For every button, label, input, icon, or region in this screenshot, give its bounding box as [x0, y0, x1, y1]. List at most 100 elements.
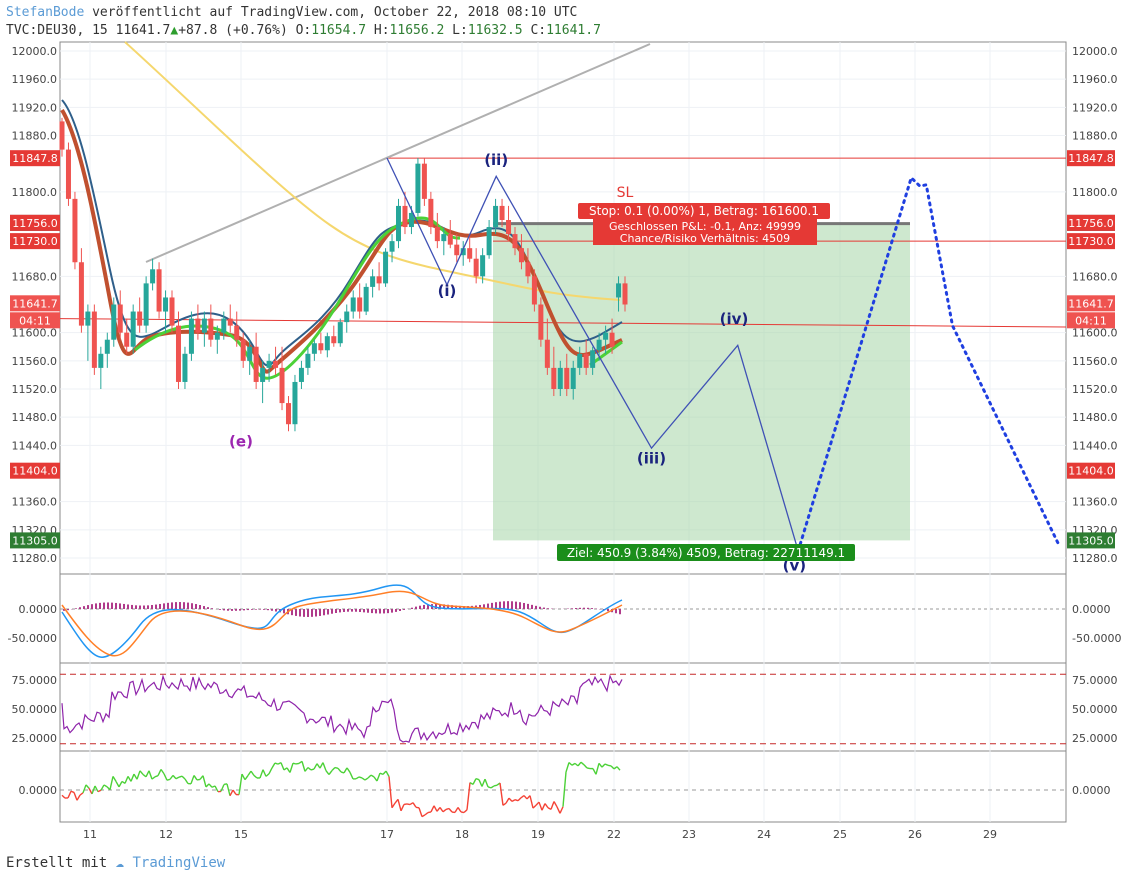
price-tag-label: 11404.0: [1068, 465, 1114, 478]
candle-body: [214, 332, 220, 340]
osc-segment: [223, 783, 228, 786]
candle-body: [292, 381, 298, 425]
price-tick-label-left: 11360.0: [12, 496, 58, 509]
candle-body: [247, 346, 253, 361]
osc-segment: [100, 784, 105, 791]
wave-label: (iii): [637, 450, 666, 468]
osc-segment: [565, 762, 570, 773]
osc-segment: [514, 799, 519, 802]
price-tag-left-bg: [10, 295, 60, 312]
candle-body: [266, 360, 272, 368]
candle-body: [447, 234, 453, 245]
osc-segment: [499, 782, 504, 806]
osc-segment: [595, 763, 600, 775]
grey-trendline: [145, 43, 651, 263]
price-tick-label-left: 11880.0: [12, 130, 58, 143]
osc-segment: [271, 762, 276, 769]
candle-body: [195, 318, 201, 333]
osc-segment: [160, 768, 165, 775]
candle-body: [175, 325, 181, 382]
price-tick-label-right: 11880.0: [1072, 130, 1118, 143]
time-tick-label: 15: [234, 828, 248, 841]
price-tick-label-right: 11520.0: [1072, 383, 1118, 396]
osc-segment: [601, 763, 606, 768]
wave-label: (ii): [484, 151, 508, 169]
close-value: 11641.7: [546, 23, 601, 38]
candle-body: [402, 205, 408, 228]
osc-segment: [301, 761, 306, 772]
osc-segment: [313, 763, 318, 770]
osc-segment: [529, 795, 534, 809]
price-tag-left-label: 11730.0: [12, 235, 58, 248]
price-tick-label-right: 11360.0: [1072, 496, 1118, 509]
osc-segment: [304, 767, 309, 772]
osc-segment: [73, 792, 78, 801]
countdown-bg: [1067, 312, 1115, 329]
osc-segment: [241, 773, 246, 781]
candle-body: [124, 332, 130, 347]
candle-body: [512, 234, 518, 249]
osc-segment: [205, 783, 210, 788]
candle-body: [596, 339, 602, 351]
candle-body: [111, 304, 117, 340]
price-tag-label: 11641.7: [1068, 297, 1114, 310]
tradingview-brand[interactable]: TradingView: [132, 855, 226, 871]
candle-body: [104, 339, 110, 354]
osc-segment: [295, 762, 300, 765]
osc-segment: [406, 803, 411, 806]
osc-segment: [112, 776, 117, 782]
osc-segment: [568, 762, 573, 766]
candle-body: [337, 322, 343, 344]
target-box[interactable]: [557, 544, 855, 561]
price-tick-label-left: 11280.0: [12, 552, 58, 565]
candle-body: [59, 121, 65, 150]
wave-label: (v): [783, 557, 807, 575]
price-tick-label-right: 12000.0: [1072, 45, 1118, 58]
osc-segment: [322, 762, 327, 771]
candle-body: [428, 198, 434, 228]
osc-segment: [127, 776, 132, 782]
price-tag-left-bg: [10, 150, 60, 167]
osc-segment: [610, 765, 615, 770]
osc-segment: [253, 774, 258, 779]
osc-segment: [238, 773, 243, 795]
candle-body: [421, 163, 427, 199]
osc-segment: [358, 776, 363, 779]
price-tick-label-right: 11960.0: [1072, 73, 1118, 86]
indicators: 0.0000 0.0000 -50.0000 -50.0000 75.0000 75.00…: [8, 584, 1121, 818]
candle-body: [603, 332, 609, 340]
low-label: L:: [452, 23, 468, 38]
candle-body: [85, 311, 91, 326]
osc-segment: [532, 804, 537, 809]
candle-body: [130, 311, 136, 347]
osc-segment: [562, 771, 567, 807]
osc-segment: [427, 811, 432, 814]
candle-body: [234, 325, 240, 340]
osc-segment: [361, 777, 366, 781]
osc-segment: [379, 772, 384, 776]
price-tick-label-left: 11440.0: [12, 439, 58, 452]
osc-segment: [385, 770, 390, 777]
osc-segment: [598, 762, 603, 768]
candles: [59, 117, 628, 432]
candle-body: [311, 343, 317, 354]
osc-segment: [487, 786, 492, 789]
author-name[interactable]: StefanBode: [6, 5, 85, 20]
price-tag-bg: [1067, 233, 1115, 250]
osc-segment: [259, 769, 264, 779]
price-tag-bg: [1067, 214, 1115, 231]
stop-box[interactable]: [578, 203, 830, 219]
time-axis[interactable]: 11 12 15 17 18 19 22 23 24 25 26 29: [83, 828, 997, 841]
osc-segment: [439, 807, 444, 813]
candle-body: [331, 336, 337, 344]
osc-segment: [331, 767, 336, 772]
osc-segment: [544, 803, 549, 809]
price-tag-bg: [1067, 532, 1115, 549]
candle-body: [156, 269, 162, 312]
symbol-label[interactable]: TVC:DEU30, 15: [6, 23, 108, 38]
osc-segment: [136, 770, 141, 780]
price-axis[interactable]: 12000.0 12000.0 11960.0 11960.0 11920.0 11920…: [12, 45, 1118, 565]
osc-segment: [163, 773, 168, 781]
osc-segment: [550, 801, 555, 810]
